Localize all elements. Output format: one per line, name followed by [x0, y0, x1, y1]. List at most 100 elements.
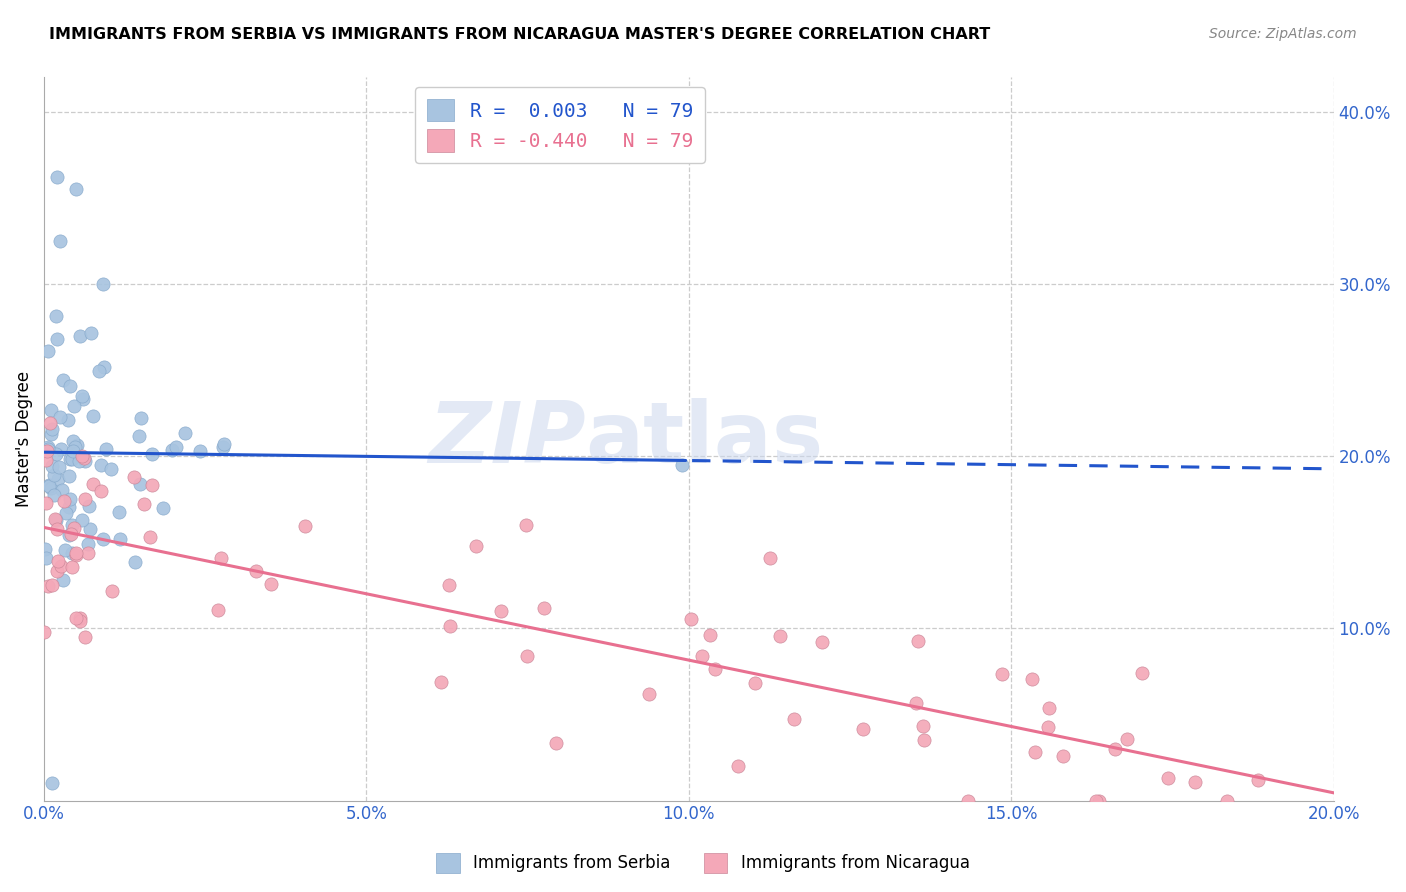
Point: [76, 537, 98, 551]
Point: [69, 328, 91, 343]
Point: [108, 505, 131, 519]
Point: [67, 454, 90, 468]
Point: [41, 776, 63, 790]
Point: [1021, 672, 1043, 686]
Point: [35, 444, 58, 458]
Text: atlas: atlas: [586, 398, 824, 481]
Point: [73, 492, 96, 507]
Point: [128, 429, 150, 443]
Point: [465, 539, 488, 553]
Point: [82, 477, 104, 491]
Point: [52, 574, 75, 588]
Point: [38, 417, 60, 431]
Point: [35, 496, 58, 510]
Point: [912, 719, 935, 733]
Point: [80, 326, 103, 340]
Point: [160, 442, 183, 457]
Point: [52, 493, 75, 508]
Point: [188, 443, 211, 458]
Point: [60, 546, 83, 560]
Point: [58, 528, 80, 542]
Point: [60, 451, 83, 466]
Point: [212, 437, 235, 451]
Point: [1216, 794, 1239, 808]
Point: [72, 392, 94, 407]
Point: [37, 579, 59, 593]
Point: [63, 521, 86, 535]
Point: [852, 722, 875, 736]
Point: [1085, 794, 1108, 808]
Point: [73, 454, 96, 468]
Point: [101, 583, 124, 598]
Point: [37, 440, 59, 454]
Point: [533, 601, 555, 615]
Point: [1115, 731, 1137, 746]
Point: [727, 759, 749, 773]
Point: [60, 517, 83, 532]
Point: [957, 794, 980, 808]
Point: [65, 546, 87, 560]
Point: [87, 364, 110, 378]
Point: [1246, 772, 1268, 787]
Point: [41, 422, 63, 436]
Point: [77, 546, 100, 560]
Point: [759, 551, 782, 566]
Text: IMMIGRANTS FROM SERBIA VS IMMIGRANTS FROM NICARAGUA MASTER'S DEGREE CORRELATION : IMMIGRANTS FROM SERBIA VS IMMIGRANTS FRO…: [49, 27, 990, 42]
Point: [73, 630, 96, 644]
Point: [66, 438, 89, 452]
Point: [90, 483, 112, 498]
Point: [211, 440, 233, 454]
Point: [51, 559, 73, 574]
Point: [90, 458, 112, 472]
Point: [1038, 701, 1060, 715]
Point: [46, 332, 69, 346]
Point: [34, 542, 56, 557]
Point: [59, 527, 82, 541]
Point: [1087, 794, 1109, 808]
Point: [38, 478, 60, 492]
Point: [51, 442, 73, 457]
Point: [129, 477, 152, 491]
Point: [132, 497, 155, 511]
Point: [72, 389, 94, 403]
Text: ZIP: ZIP: [427, 398, 586, 481]
Point: [65, 549, 87, 563]
Y-axis label: Master's Degree: Master's Degree: [15, 371, 32, 507]
Point: [783, 712, 806, 726]
Legend: Immigrants from Serbia, Immigrants from Nicaragua: Immigrants from Serbia, Immigrants from …: [430, 847, 976, 880]
Point: [516, 648, 538, 663]
Point: [1184, 775, 1206, 789]
Point: [46, 553, 69, 567]
Point: [53, 543, 76, 558]
Point: [37, 442, 59, 457]
Point: [62, 444, 84, 458]
Point: [122, 470, 145, 484]
Point: [294, 518, 316, 533]
Point: [55, 506, 77, 520]
Point: [41, 402, 63, 417]
Point: [152, 500, 174, 515]
Point: [544, 736, 567, 750]
Legend: R =  0.003   N = 79, R = -0.440   N = 79: R = 0.003 N = 79, R = -0.440 N = 79: [415, 87, 704, 163]
Point: [1024, 745, 1046, 759]
Point: [59, 452, 82, 467]
Point: [45, 513, 67, 527]
Point: [91, 277, 114, 291]
Point: [245, 564, 267, 578]
Point: [73, 450, 96, 465]
Point: [79, 522, 101, 536]
Point: [45, 447, 67, 461]
Point: [65, 440, 87, 454]
Point: [100, 462, 122, 476]
Point: [744, 676, 766, 690]
Point: [703, 662, 725, 676]
Point: [49, 234, 72, 248]
Text: Source: ZipAtlas.com: Source: ZipAtlas.com: [1209, 27, 1357, 41]
Point: [1052, 749, 1074, 764]
Point: [209, 550, 232, 565]
Point: [141, 447, 163, 461]
Point: [63, 400, 86, 414]
Point: [69, 611, 91, 625]
Point: [907, 633, 929, 648]
Point: [165, 440, 187, 454]
